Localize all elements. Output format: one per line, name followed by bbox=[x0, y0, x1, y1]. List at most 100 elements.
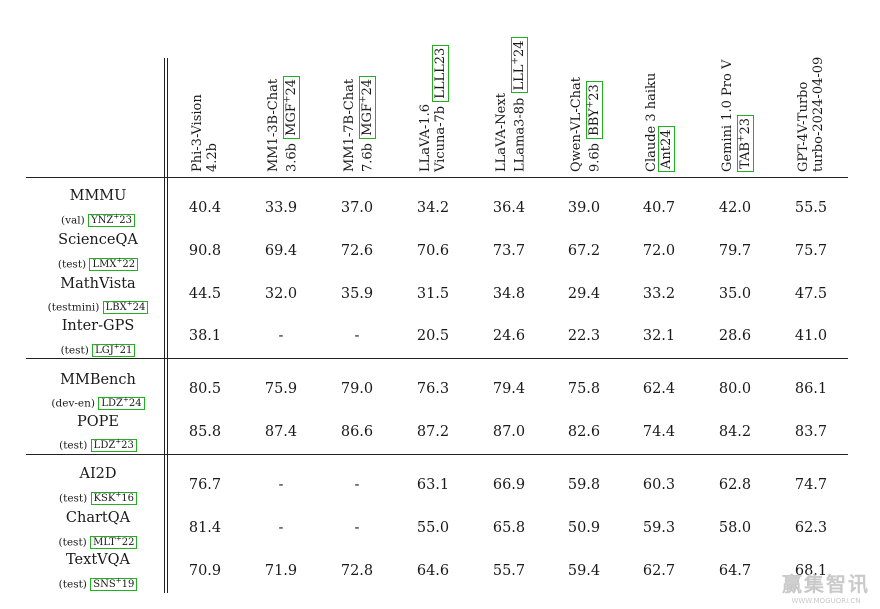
table-cell: 34.8 bbox=[492, 286, 526, 302]
table-cell: - bbox=[278, 520, 284, 536]
citation-ref[interactable]: LBX+24 bbox=[102, 300, 149, 315]
citation-ref[interactable]: LMX+22 bbox=[89, 257, 139, 272]
table-cell: 40.7 bbox=[642, 200, 676, 216]
model-name: Phi-3-Vision bbox=[190, 94, 205, 172]
table-cell: 75.9 bbox=[264, 381, 298, 397]
table-cell: 62.8 bbox=[718, 477, 752, 493]
model-name: Claude 3 haiku bbox=[644, 72, 659, 172]
table-cell: - bbox=[278, 328, 284, 344]
table-cell: 63.1 bbox=[416, 477, 450, 493]
table-cell: 86.1 bbox=[794, 381, 828, 397]
table-cell: 22.3 bbox=[567, 328, 601, 344]
table-cell: 55.0 bbox=[416, 520, 450, 536]
citation-ref[interactable]: LDZ+24 bbox=[98, 396, 145, 411]
model-detail: 4.2b bbox=[205, 143, 220, 172]
table-cell: 35.9 bbox=[340, 286, 374, 302]
citation-ref[interactable]: LLLL23 bbox=[432, 44, 449, 102]
citation-ref[interactable]: MGF+24 bbox=[283, 75, 301, 139]
benchmark-name: TextVQA bbox=[66, 552, 130, 568]
benchmark-split: (test) SNS+19 bbox=[34, 577, 162, 592]
watermark: 赢集智讯 WWW.MOGUORI.CN bbox=[782, 568, 870, 605]
table-cell: 33.9 bbox=[264, 200, 298, 216]
table-cell: 28.6 bbox=[718, 328, 752, 344]
divider-left bbox=[164, 58, 165, 593]
model-detail: Vicuna-7b LLLL23 bbox=[432, 44, 449, 172]
table-cell: 74.4 bbox=[642, 424, 676, 440]
benchmark-name: MMBench bbox=[60, 372, 136, 388]
table-cell: 47.5 bbox=[794, 286, 828, 302]
table-cell: 87.0 bbox=[492, 424, 526, 440]
table-cell: 69.4 bbox=[264, 243, 298, 259]
citation-ref[interactable]: BBY+23 bbox=[586, 81, 604, 139]
table-cell: 33.2 bbox=[642, 286, 676, 302]
table-cell: 59.8 bbox=[567, 477, 601, 493]
table-cell: 37.0 bbox=[340, 200, 374, 216]
citation-ref[interactable]: Ant24 bbox=[658, 126, 675, 172]
table-cell: 32.0 bbox=[264, 286, 298, 302]
model-detail: TAB+23 bbox=[735, 60, 755, 172]
model-detail: Ant24 bbox=[658, 73, 675, 172]
table-cell: 55.5 bbox=[794, 200, 828, 216]
table-cell: 73.7 bbox=[492, 243, 526, 259]
citation-ref[interactable]: TAB+23 bbox=[737, 114, 755, 172]
group-rule-2 bbox=[26, 454, 848, 455]
table-cell: 64.6 bbox=[416, 563, 450, 579]
divider-right bbox=[167, 58, 168, 593]
citation-ref[interactable]: MLT+22 bbox=[90, 535, 138, 550]
table-cell: 38.1 bbox=[188, 328, 222, 344]
column-header: Qwen-VL-Chat 9.6b BBY+23 bbox=[547, 0, 621, 176]
citation-ref[interactable]: LGJ+21 bbox=[92, 343, 136, 358]
table-cell: 35.0 bbox=[718, 286, 752, 302]
watermark-sub: WWW.MOGUORI.CN bbox=[791, 597, 861, 605]
table-cell: 79.4 bbox=[492, 381, 526, 397]
column-header: Gemini 1.0 Pro V TAB+23 bbox=[698, 0, 772, 176]
model-name: MM1-3B-Chat bbox=[266, 78, 281, 172]
model-name: GPT-4V-Turbo bbox=[796, 81, 811, 172]
watermark-main: 赢集智讯 bbox=[782, 572, 870, 596]
table-cell: 44.5 bbox=[188, 286, 222, 302]
table-cell: 55.7 bbox=[492, 563, 526, 579]
table-cell: 84.2 bbox=[718, 424, 752, 440]
citation-ref[interactable]: LLL+24 bbox=[511, 37, 529, 94]
table-cell: 87.2 bbox=[416, 424, 450, 440]
citation-ref[interactable]: MGF+24 bbox=[359, 75, 377, 139]
model-name: Qwen-VL-Chat bbox=[569, 76, 584, 172]
header-rule bbox=[26, 177, 848, 178]
table-cell: 32.1 bbox=[642, 328, 676, 344]
table-cell: 79.7 bbox=[718, 243, 752, 259]
table-cell: 81.4 bbox=[188, 520, 222, 536]
table-cell: 70.6 bbox=[416, 243, 450, 259]
model-name: Gemini 1.0 Pro V bbox=[720, 59, 735, 172]
table-cell: 62.3 bbox=[794, 520, 828, 536]
table-cell: 80.5 bbox=[188, 381, 222, 397]
citation-ref[interactable]: KSK+16 bbox=[90, 491, 137, 506]
table-cell: 40.4 bbox=[188, 200, 222, 216]
table-cell: 36.4 bbox=[492, 200, 526, 216]
table-cell: 50.9 bbox=[567, 520, 601, 536]
table-cell: 90.8 bbox=[188, 243, 222, 259]
benchmark-split: (testmini) LBX+24 bbox=[34, 300, 162, 315]
column-header: LLaVA-1.6 Vicuna-7b LLLL23 bbox=[396, 0, 470, 176]
table-cell: - bbox=[354, 477, 360, 493]
table-cell: 72.0 bbox=[642, 243, 676, 259]
table-cell: 70.9 bbox=[188, 563, 222, 579]
table-cell: 62.4 bbox=[642, 381, 676, 397]
model-name: LLaVA-1.6 bbox=[418, 104, 433, 172]
table-cell: - bbox=[354, 520, 360, 536]
table-cell: 76.3 bbox=[416, 381, 450, 397]
table-cell: 58.0 bbox=[718, 520, 752, 536]
benchmark-name: POPE bbox=[77, 414, 119, 430]
table-cell: 42.0 bbox=[718, 200, 752, 216]
benchmark-split: (test) LGJ+21 bbox=[34, 343, 162, 358]
table-cell: 59.4 bbox=[567, 563, 601, 579]
table-cell: 31.5 bbox=[416, 286, 450, 302]
benchmark-split: (dev-en) LDZ+24 bbox=[34, 396, 162, 411]
citation-ref[interactable]: YNZ+23 bbox=[88, 213, 135, 228]
citation-ref[interactable]: SNS+19 bbox=[90, 577, 138, 592]
table-cell: 20.5 bbox=[416, 328, 450, 344]
model-name: MM1-7B-Chat bbox=[342, 78, 357, 172]
citation-ref[interactable]: LDZ+23 bbox=[90, 438, 137, 453]
benchmark-name: Inter-GPS bbox=[61, 318, 135, 334]
table-cell: 87.4 bbox=[264, 424, 298, 440]
table-cell: 62.7 bbox=[642, 563, 676, 579]
